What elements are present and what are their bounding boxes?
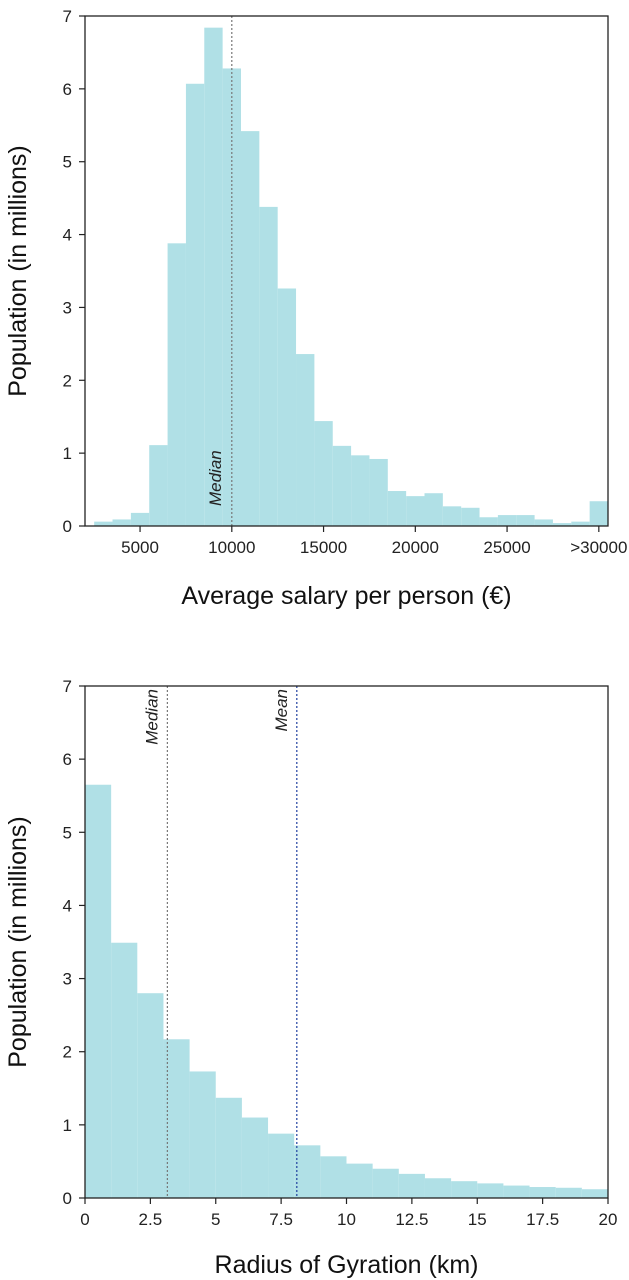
x-tick-label: 12.5: [395, 1210, 428, 1229]
chart-1: Median 0 1 2 3 4 5 6 7 5000 10000 15000 20000 25000 >3…: [4, 7, 627, 610]
histogram-bar: [442, 506, 462, 526]
histogram-bar: [268, 1133, 295, 1198]
histogram-bar: [189, 1071, 216, 1198]
x-tick-label: >30000: [570, 538, 627, 557]
x-tick-label: 20: [599, 1210, 618, 1229]
x-tick-label: 2.5: [139, 1210, 163, 1229]
y-tick-label: 0: [63, 1189, 72, 1208]
x-tick-label: 10: [337, 1210, 356, 1229]
y-tick-label: 5: [63, 153, 72, 172]
histogram-bar: [137, 993, 164, 1198]
y-tick-label: 4: [63, 226, 72, 245]
x-tick-label: 15: [468, 1210, 487, 1229]
histogram-bar: [369, 458, 388, 526]
y-tick-label: 7: [63, 677, 72, 696]
histogram-bar: [534, 519, 553, 526]
histogram-bar: [296, 354, 315, 526]
y-tick-label: 2: [63, 1043, 72, 1062]
mean-annotation: Mean: [272, 689, 291, 732]
x-tick-label: 10000: [208, 538, 255, 557]
histogram-bar: [398, 1173, 425, 1198]
histogram-bar: [503, 1185, 530, 1198]
median-annotation: Median: [206, 450, 225, 506]
x-tick-label: 20000: [392, 538, 439, 557]
histogram-bar: [332, 445, 352, 526]
y-tick-label: 3: [63, 298, 72, 317]
histogram-bar: [424, 493, 443, 526]
histogram-bar: [241, 1117, 269, 1198]
y-tick-label: 2: [63, 371, 72, 390]
histogram-bar: [94, 521, 113, 526]
histogram-bar: [529, 1187, 556, 1198]
histogram-bar: [581, 1189, 608, 1198]
histogram-bar: [372, 1168, 399, 1198]
x-tick-label: 7.5: [269, 1210, 293, 1229]
histogram-bar: [424, 1178, 452, 1198]
y-tick-label: 4: [63, 896, 72, 915]
histogram-bar: [406, 496, 425, 526]
histogram-bar: [167, 243, 186, 527]
histogram-bar: [451, 1181, 478, 1198]
histogram-bar: [204, 27, 223, 527]
chart-2: Median Mean 0 1 2 3 4 5 6 7 0 2.5 5 7.5 10 12.5 15 17.5 20…: [4, 677, 617, 1279]
x-tick-label: 17.5: [526, 1210, 559, 1229]
y-tick-label: 6: [63, 750, 72, 769]
y-tick-label: 1: [63, 444, 72, 463]
histogram-bar: [477, 1183, 504, 1198]
y-tick-label: 3: [63, 970, 72, 989]
x-tick-label: 5000: [121, 538, 159, 557]
histogram-bar: [111, 942, 138, 1198]
histogram-bar: [479, 517, 498, 526]
histogram-bar: [387, 491, 407, 526]
x-tick-label: 15000: [300, 538, 347, 557]
x-axis-label: Average salary per person (€): [181, 582, 511, 610]
histogram-bar: [555, 1187, 582, 1198]
y-tick-label: 6: [63, 80, 72, 99]
histogram-bar: [351, 455, 370, 526]
histogram-bar: [259, 206, 278, 526]
histogram-bar: [149, 445, 168, 526]
histogram-bar: [589, 501, 608, 526]
histogram-bar: [215, 1097, 242, 1198]
median-annotation: Median: [142, 689, 161, 745]
histogram-bar: [571, 521, 590, 526]
x-axis-label: Radius of Gyration (km): [215, 1251, 479, 1279]
y-tick-label: 5: [63, 823, 72, 842]
histogram-bar: [516, 515, 535, 526]
histogram-bar: [314, 421, 333, 526]
y-tick-label: 0: [63, 517, 72, 536]
x-tick-label: 5: [211, 1210, 220, 1229]
y-tick-label: 7: [63, 7, 72, 26]
axes-frame: [84, 15, 609, 527]
histogram-bar: [85, 784, 112, 1198]
histogram-bar: [320, 1156, 347, 1198]
y-tick-label: 1: [63, 1116, 72, 1135]
y-axis-label: Population (in millions): [4, 145, 32, 397]
histogram-bar: [240, 131, 260, 526]
histogram-bar: [497, 515, 517, 526]
histogram-bar: [112, 519, 131, 526]
histogram-bar: [552, 523, 572, 526]
histogram-bar: [185, 83, 205, 526]
x-tick-label: 0: [80, 1210, 89, 1229]
x-tick-label: 25000: [483, 538, 530, 557]
histogram-bar: [461, 507, 480, 526]
histogram-bar: [346, 1163, 373, 1198]
histogram-bar: [130, 512, 150, 526]
histogram-bar: [277, 288, 297, 526]
y-axis-label: Population (in millions): [4, 816, 32, 1068]
histogram-bar: [294, 1145, 321, 1198]
